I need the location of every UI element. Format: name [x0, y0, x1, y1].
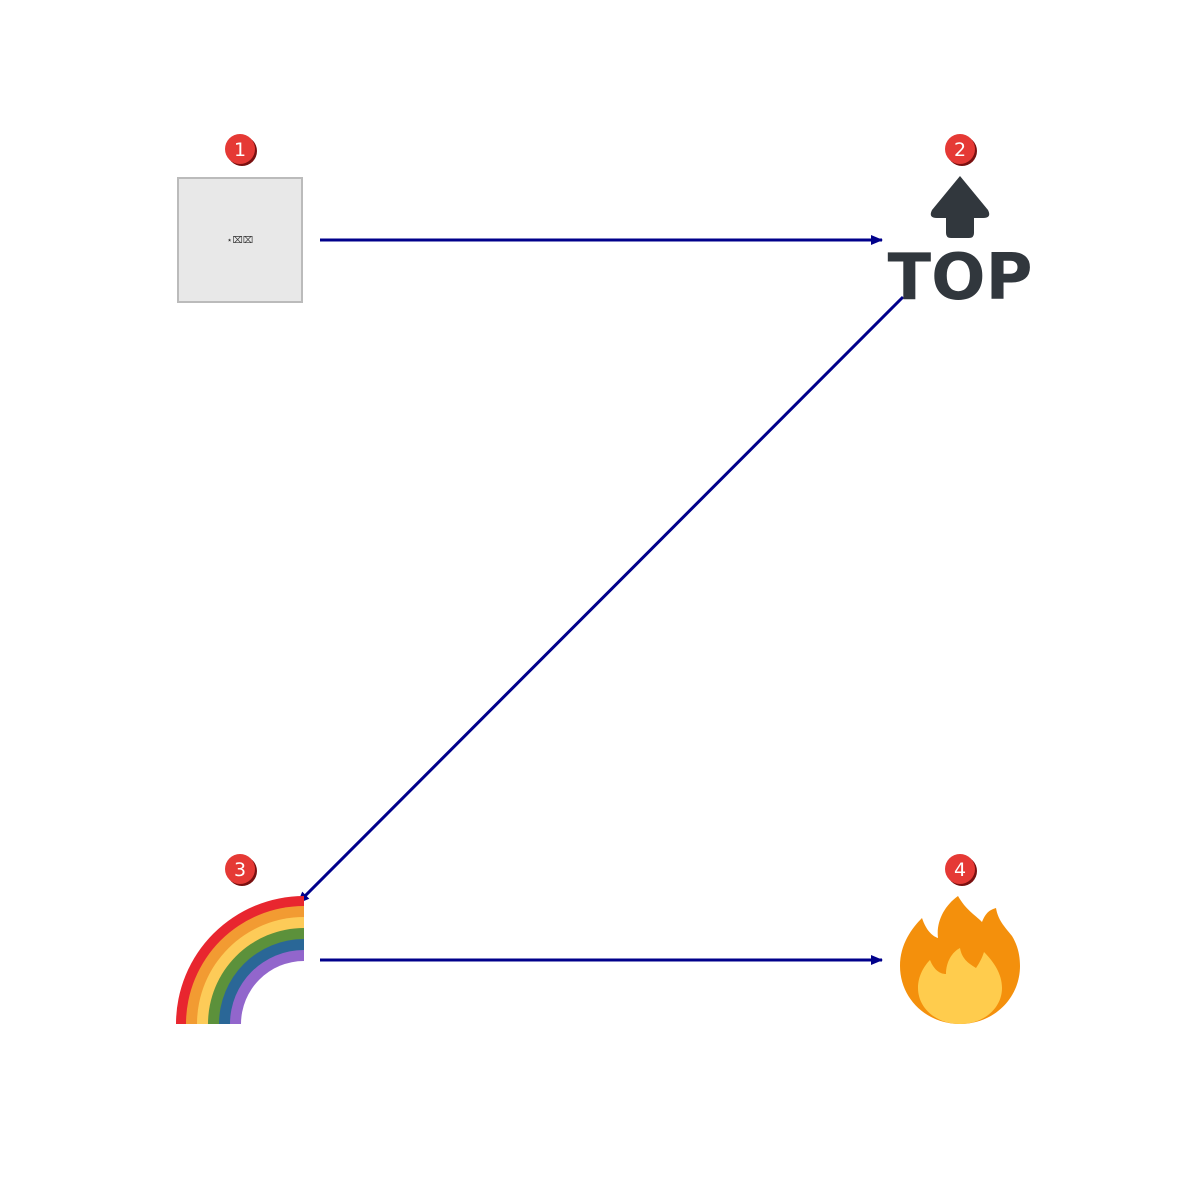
- step-number: 4: [954, 859, 966, 881]
- node-1: ⋆⌧⌧: [177, 177, 303, 303]
- step-number: 1: [234, 139, 246, 161]
- missing-image-placeholder: [177, 177, 303, 303]
- fire-icon: [900, 896, 1020, 1024]
- node-4: [900, 896, 1020, 1024]
- placeholder-label: ⋆⌧⌧: [227, 236, 253, 246]
- step-badge-3: 3: [225, 854, 257, 886]
- step-badge-1: 1: [225, 134, 257, 166]
- rainbow-icon: [176, 896, 304, 1024]
- top-arrow-icon: TOP: [888, 176, 1033, 315]
- step-number: 2: [954, 139, 966, 161]
- node-2: TOP: [888, 176, 1033, 315]
- top-label: TOP: [888, 241, 1033, 315]
- node-3: [176, 896, 304, 1024]
- step-number: 3: [234, 859, 246, 881]
- arrow-2-to-3: [296, 295, 905, 905]
- step-badge-2: 2: [945, 134, 977, 166]
- step-badge-4: 4: [945, 854, 977, 886]
